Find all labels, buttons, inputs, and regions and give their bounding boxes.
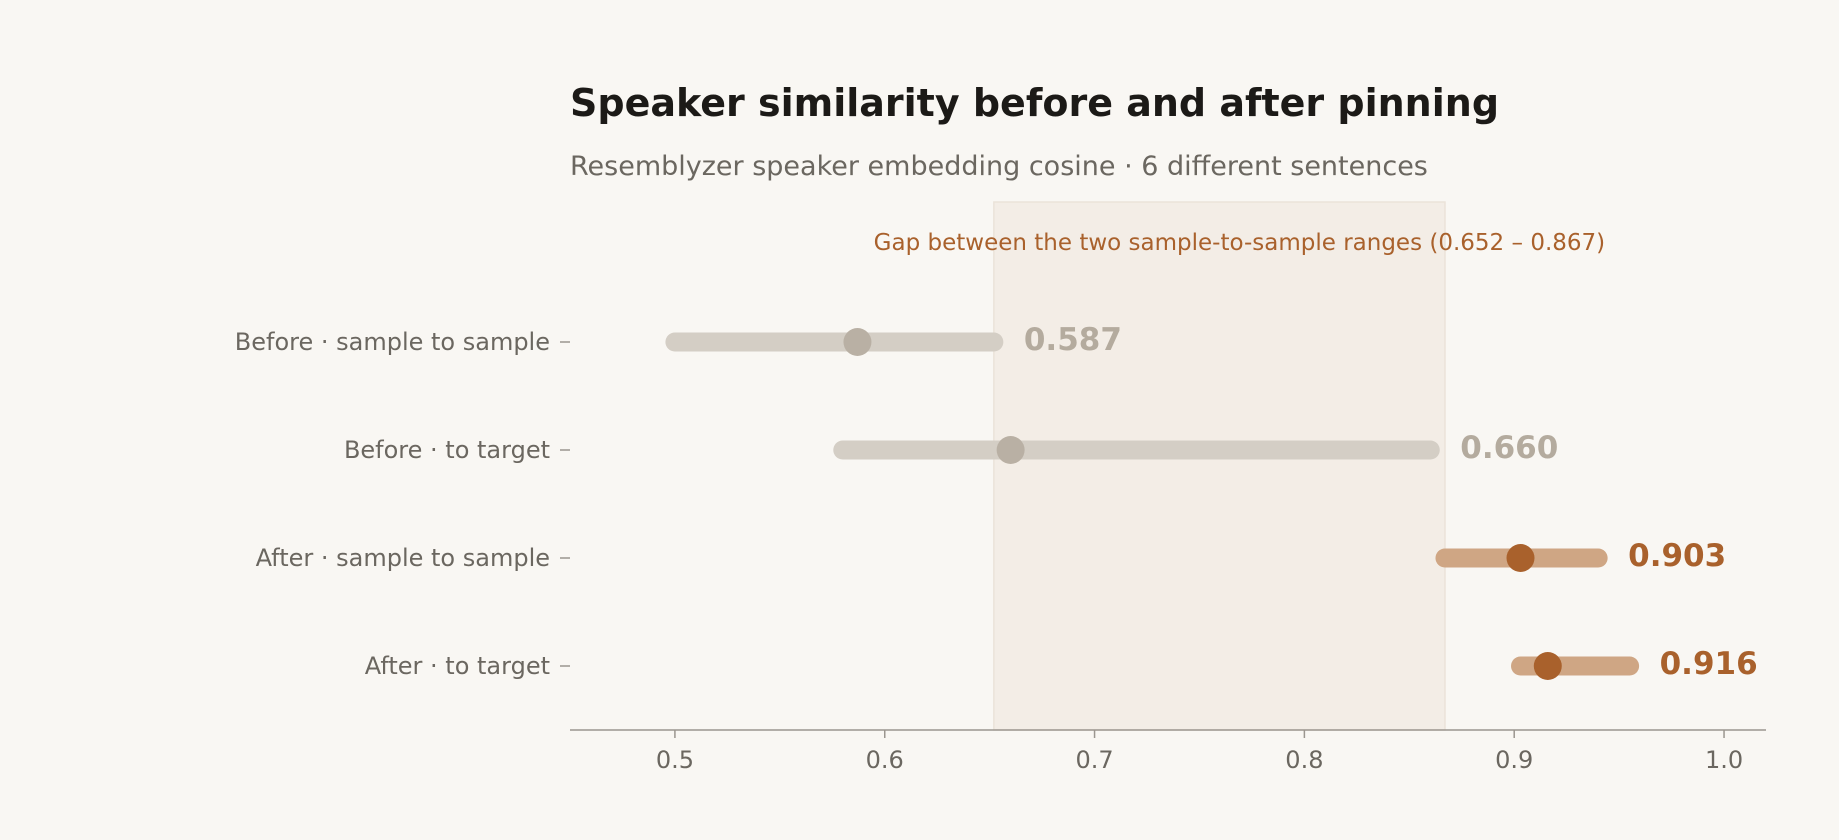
x-tick-label: 1.0 [1705, 746, 1743, 774]
x-tick-label: 0.8 [1285, 746, 1323, 774]
gap-band [993, 201, 1446, 731]
row-4: After · to target 0.916 [365, 646, 1758, 682]
row-label: After · to target [365, 652, 550, 680]
x-tick-label: 0.5 [656, 746, 694, 774]
row-label: Before · to target [344, 436, 550, 464]
x-axis-ticks: 0.5 0.6 0.7 0.8 0.9 1.0 [656, 730, 1743, 774]
row-label: Before · sample to sample [235, 328, 550, 356]
x-tick-label: 0.9 [1495, 746, 1533, 774]
value-dot [1533, 652, 1562, 680]
value-label: 0.916 [1660, 646, 1758, 682]
value-label: 0.903 [1628, 538, 1726, 574]
row-1: Before · sample to sample 0.587 [235, 322, 1122, 358]
rows-layer: Before · sample to sample 0.587 Before · t… [235, 322, 1758, 682]
row-3: After · sample to sample 0.903 [256, 538, 1727, 574]
row-2: Before · to target 0.660 [344, 430, 1558, 466]
chart-subtitle: Resemblyzer speaker embedding cosine · 6… [570, 151, 1428, 182]
x-tick-label: 0.6 [866, 746, 904, 774]
value-dot [843, 328, 872, 356]
value-dot [996, 436, 1025, 464]
value-dot [1506, 544, 1535, 572]
chart-title: Speaker similarity before and after pinn… [570, 81, 1499, 125]
x-tick-label: 0.7 [1075, 746, 1113, 774]
gap-band-annotation: Gap between the two sample-to-sample ran… [874, 230, 1605, 256]
value-label: 0.660 [1460, 430, 1558, 466]
value-label: 0.587 [1024, 322, 1122, 358]
row-label: After · sample to sample [256, 544, 550, 572]
